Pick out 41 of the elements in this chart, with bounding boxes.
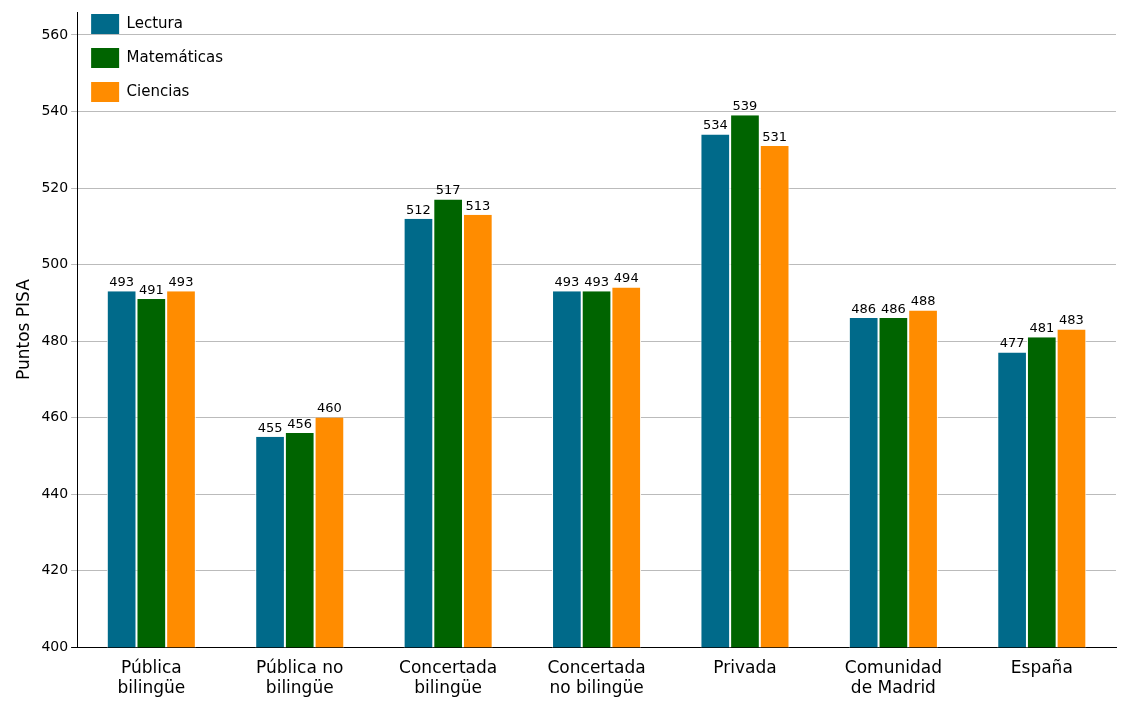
y-tick-label: 540 — [41, 102, 69, 119]
x-tick-label: Comunidad de Madrid — [844, 656, 942, 698]
data-label: 460 — [317, 400, 342, 416]
data-label: 477 — [999, 335, 1025, 351]
data-label: 486 — [880, 301, 906, 316]
data-label: 493 — [168, 274, 194, 290]
data-label: 531 — [762, 128, 788, 144]
x-tick-label: Concertada bilingüe — [399, 656, 498, 698]
x-tick-label: Pública bilingüe — [117, 656, 186, 698]
legend-label: Matemáticas — [126, 47, 224, 66]
y-tick-label: 560 — [41, 25, 69, 42]
y-tick-label: 500 — [41, 255, 69, 272]
data-label: 493 — [109, 274, 135, 290]
data-label: 488 — [910, 293, 936, 309]
data-label: 481 — [1029, 320, 1055, 336]
x-tick-label: Concertada no bilingüe — [547, 656, 646, 698]
data-label: 483 — [1059, 312, 1084, 328]
data-label: 493 — [554, 274, 580, 290]
y-tick-label: 440 — [41, 484, 69, 501]
y-tick-label: 480 — [41, 331, 69, 348]
data-label: 456 — [287, 415, 313, 431]
legend-label: Ciencias — [126, 81, 190, 100]
data-label: 491 — [138, 281, 164, 297]
y-tick-label: 400 — [41, 637, 69, 654]
legend-label: Lectura — [126, 13, 183, 32]
y-tick-label: 520 — [41, 178, 69, 195]
y-axis-title: Puntos PISA — [12, 278, 33, 381]
data-label: 494 — [613, 270, 639, 286]
data-label: 517 — [435, 182, 461, 198]
data-label: 486 — [851, 301, 877, 316]
data-label: 493 — [584, 274, 609, 290]
data-label: 534 — [702, 117, 728, 133]
data-label: 513 — [465, 197, 491, 213]
data-label: 539 — [732, 98, 758, 114]
x-tick-label: España — [1010, 656, 1073, 677]
y-tick-label: 460 — [41, 408, 69, 425]
data-label: 455 — [257, 419, 283, 435]
x-tick-label: Pública no bilingüe — [256, 656, 344, 698]
x-tick-label: Privada — [713, 656, 777, 677]
data-label: 512 — [406, 201, 431, 217]
y-tick-label: 420 — [41, 561, 69, 578]
